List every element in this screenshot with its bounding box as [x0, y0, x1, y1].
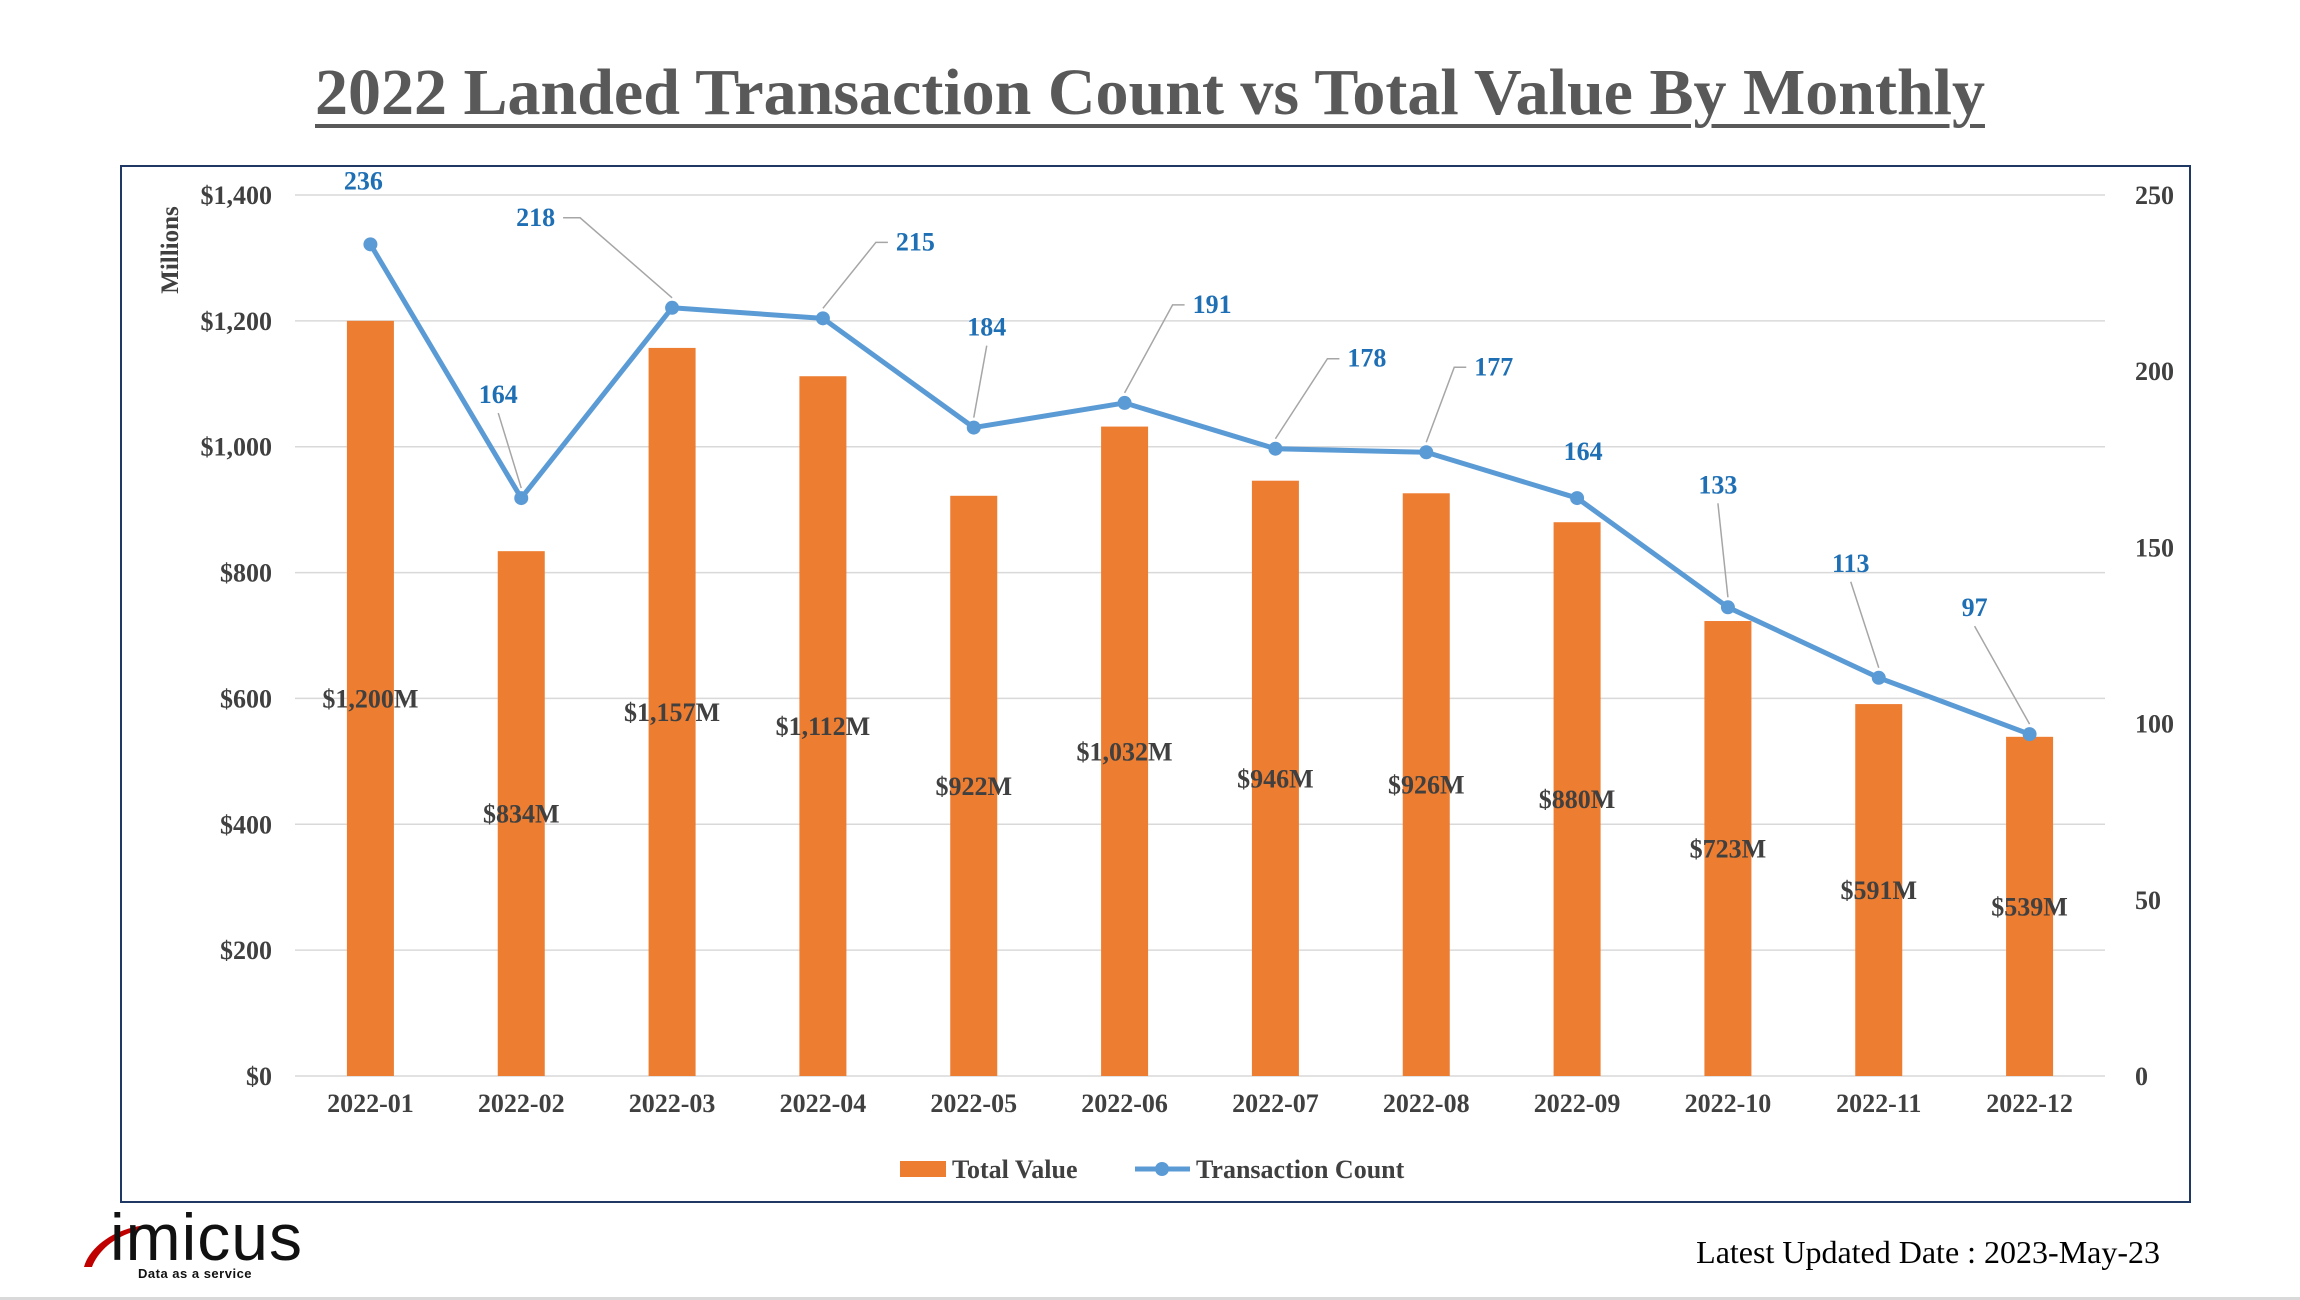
x-tick-label: 2022-12: [1986, 1089, 2073, 1118]
line-marker: [514, 491, 529, 506]
y-right-tick-label: 200: [2135, 357, 2174, 386]
bar-total-value: [1553, 522, 1601, 1076]
x-tick-label: 2022-09: [1534, 1089, 1621, 1118]
bar-total-value: [2006, 736, 2054, 1076]
bar-total-value: [346, 320, 394, 1076]
data-label-leader: [1973, 625, 2031, 725]
y-left-tick-label: $200: [220, 936, 272, 965]
y-left-tick-label: $1,400: [201, 181, 273, 210]
bar-total-value: [1855, 704, 1903, 1076]
bar-value-label: $591M: [1840, 876, 1917, 905]
line-marker: [1117, 395, 1132, 410]
bar-value-label: $539M: [1991, 892, 2068, 921]
latest-updated-date: Latest Updated Date : 2023-May-23: [1696, 1234, 2160, 1270]
bar-total-value: [1251, 480, 1299, 1077]
line-value-label: 178: [1347, 344, 1386, 373]
line-marker: [665, 300, 680, 315]
data-label-leader: [1425, 366, 1467, 443]
bar-value-label: $723M: [1690, 835, 1767, 864]
data-label-leader: [497, 412, 522, 489]
y-left-tick-label: $1,200: [201, 307, 273, 336]
y-right-tick-label: 250: [2135, 181, 2174, 210]
y-left-tick-label: $800: [220, 559, 272, 588]
legend-marker-transaction-count: [1155, 1162, 1169, 1176]
x-tick-label: 2022-04: [780, 1089, 867, 1118]
line-value-label: 133: [1698, 470, 1737, 499]
chart-frame: [120, 165, 2191, 1203]
line-value-label: 184: [967, 313, 1006, 342]
logo-swoosh-icon: [84, 1225, 148, 1267]
line-marker: [2022, 727, 2037, 742]
x-tick-label: 2022-10: [1685, 1089, 1772, 1118]
x-tick-label: 2022-06: [1081, 1089, 1168, 1118]
bar-value-label: $922M: [935, 772, 1012, 801]
line-value-label: 215: [896, 227, 935, 256]
legend-label-transaction-count: Transaction Count: [1196, 1155, 1405, 1184]
line-value-label: 191: [1193, 290, 1232, 319]
y-right-tick-label: 150: [2135, 533, 2174, 562]
bar-value-label: $946M: [1237, 764, 1314, 793]
x-tick-label: 2022-02: [478, 1089, 565, 1118]
line-marker: [1871, 670, 1886, 685]
line-marker: [1570, 491, 1585, 506]
line-marker: [966, 420, 981, 435]
data-label-leader: [1274, 357, 1340, 440]
y-left-axis-title: Millions: [157, 206, 184, 294]
chart-title: 2022 Landed Transaction Count vs Total V…: [315, 56, 1985, 129]
y-right-tick-label: 50: [2135, 886, 2161, 915]
x-tick-label: 2022-03: [629, 1089, 716, 1118]
y-left-tick-label: $400: [220, 810, 272, 839]
bar-value-label: $1,112M: [776, 712, 871, 741]
y-right-tick-label: 100: [2135, 710, 2174, 739]
bar-total-value: [497, 551, 545, 1076]
logo-tagline: Data as a service: [138, 1266, 253, 1281]
bar-total-value: [1402, 493, 1450, 1076]
line-value-label: 164: [1564, 437, 1603, 466]
y-left-tick-label: $0: [246, 1062, 272, 1091]
y-right-tick-label: 0: [2135, 1062, 2148, 1091]
logo-text: imicus: [110, 1200, 304, 1274]
line-marker: [1419, 445, 1434, 460]
y-left-tick-label: $600: [220, 684, 272, 713]
bar-total-value: [648, 347, 696, 1076]
line-marker: [363, 237, 378, 252]
line-marker: [815, 311, 830, 326]
line-value-label: 236: [344, 166, 383, 195]
data-label-leader: [822, 241, 888, 309]
line-value-label: 218: [516, 203, 555, 232]
x-tick-label: 2022-05: [930, 1089, 1017, 1118]
x-tick-label: 2022-01: [327, 1089, 414, 1118]
data-label-leader: [563, 217, 673, 299]
company-logo: [84, 1225, 148, 1267]
bar-value-label: $834M: [483, 800, 560, 829]
line-marker: [1720, 600, 1735, 615]
legend-label-total-value: Total Value: [952, 1155, 1077, 1184]
legend-swatch-total-value: [900, 1161, 946, 1177]
bar-value-label: $926M: [1388, 771, 1465, 800]
line-value-label: 113: [1832, 549, 1870, 578]
line-marker: [1268, 441, 1283, 456]
data-label-leader: [1123, 304, 1185, 394]
data-label-leader: [973, 345, 988, 418]
data-label-leader: [1850, 581, 1880, 669]
x-tick-label: 2022-11: [1836, 1089, 1921, 1118]
data-label-leader: [1717, 503, 1729, 598]
x-tick-label: 2022-08: [1383, 1089, 1470, 1118]
bar-total-value: [1704, 621, 1752, 1076]
line-value-label: 97: [1962, 593, 1988, 622]
bottom-divider: [0, 1297, 2300, 1300]
bar-total-value: [950, 495, 998, 1076]
line-transaction-count: [368, 243, 2031, 737]
bar-value-label: $1,157M: [624, 698, 720, 727]
bar-value-label: $1,200M: [322, 684, 418, 713]
bar-value-label: $880M: [1539, 785, 1616, 814]
bar-total-value: [799, 376, 847, 1077]
x-tick-label: 2022-07: [1232, 1089, 1319, 1118]
bar-total-value: [1101, 426, 1149, 1076]
y-left-tick-label: $1,000: [201, 433, 273, 462]
line-value-label: 164: [479, 380, 518, 409]
bar-value-label: $1,032M: [1077, 737, 1173, 766]
line-value-label: 177: [1474, 352, 1513, 381]
